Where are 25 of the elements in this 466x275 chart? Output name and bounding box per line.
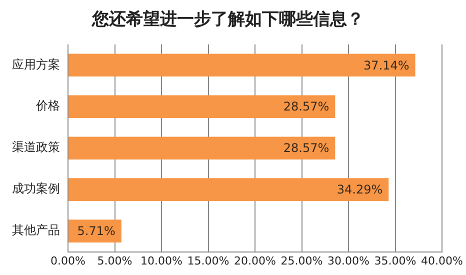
bar — [68, 178, 389, 201]
x-tick-label: 30.00% — [328, 254, 370, 268]
x-tick-label: 0.00% — [50, 254, 86, 268]
data-label: 5.71% — [77, 224, 116, 238]
data-label: 34.29% — [336, 182, 383, 197]
y-tick-label: 其他产品 — [12, 223, 60, 238]
bar — [68, 95, 336, 118]
x-tick-label: 10.00% — [140, 254, 182, 268]
x-tick-label: 35.00% — [374, 254, 416, 268]
x-tick-label: 15.00% — [187, 254, 230, 268]
bar — [68, 220, 122, 242]
x-tick-label: 25.00% — [280, 254, 323, 268]
bar — [68, 136, 336, 160]
x-tick-label: 40.00% — [421, 254, 464, 268]
y-tick-label: 价格 — [35, 98, 60, 113]
y-tick-label: 渠道政策 — [12, 140, 60, 154]
y-tick-label: 成功案例 — [12, 182, 60, 196]
x-tick-label: 5.00% — [97, 254, 132, 268]
bar — [68, 54, 416, 77]
data-label: 37.14% — [364, 58, 410, 72]
y-tick-label: 应用方案 — [12, 57, 60, 72]
x-tick-label: 20.00% — [234, 254, 276, 268]
chart-title: 您还希望进一步了解如下哪些信息？ — [91, 10, 364, 30]
data-label: 28.57% — [283, 141, 330, 156]
data-label: 28.57% — [283, 100, 330, 114]
